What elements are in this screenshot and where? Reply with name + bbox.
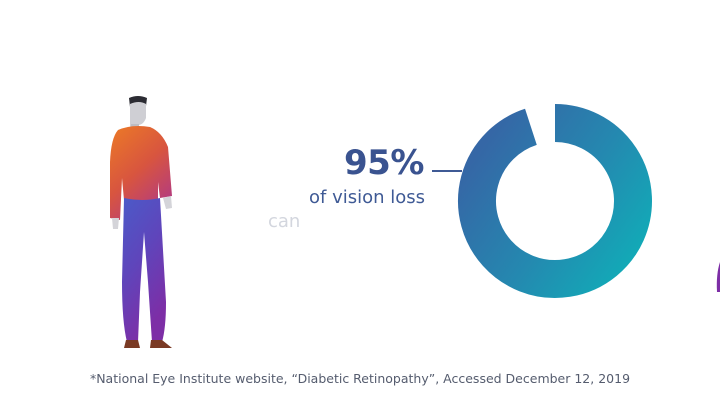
connector-line — [432, 170, 462, 172]
pants-shape — [122, 198, 166, 342]
left-shoe-shape — [124, 340, 140, 348]
person-illustration — [110, 96, 172, 348]
left-hand-shape — [112, 218, 119, 229]
donut-arc — [458, 104, 652, 298]
stat-percentage: 95% — [344, 143, 424, 183]
source-footnote: *National Eye Institute website, “Diabet… — [89, 371, 631, 386]
stat-caption: of vision loss — [309, 187, 426, 208]
offscreen-figure-edge — [716, 262, 720, 292]
sweater-shape — [110, 126, 172, 220]
right-shoe-shape — [150, 340, 172, 348]
donut-ring — [458, 104, 652, 298]
faded-word: can — [268, 211, 301, 232]
right-hand-shape — [163, 196, 172, 209]
